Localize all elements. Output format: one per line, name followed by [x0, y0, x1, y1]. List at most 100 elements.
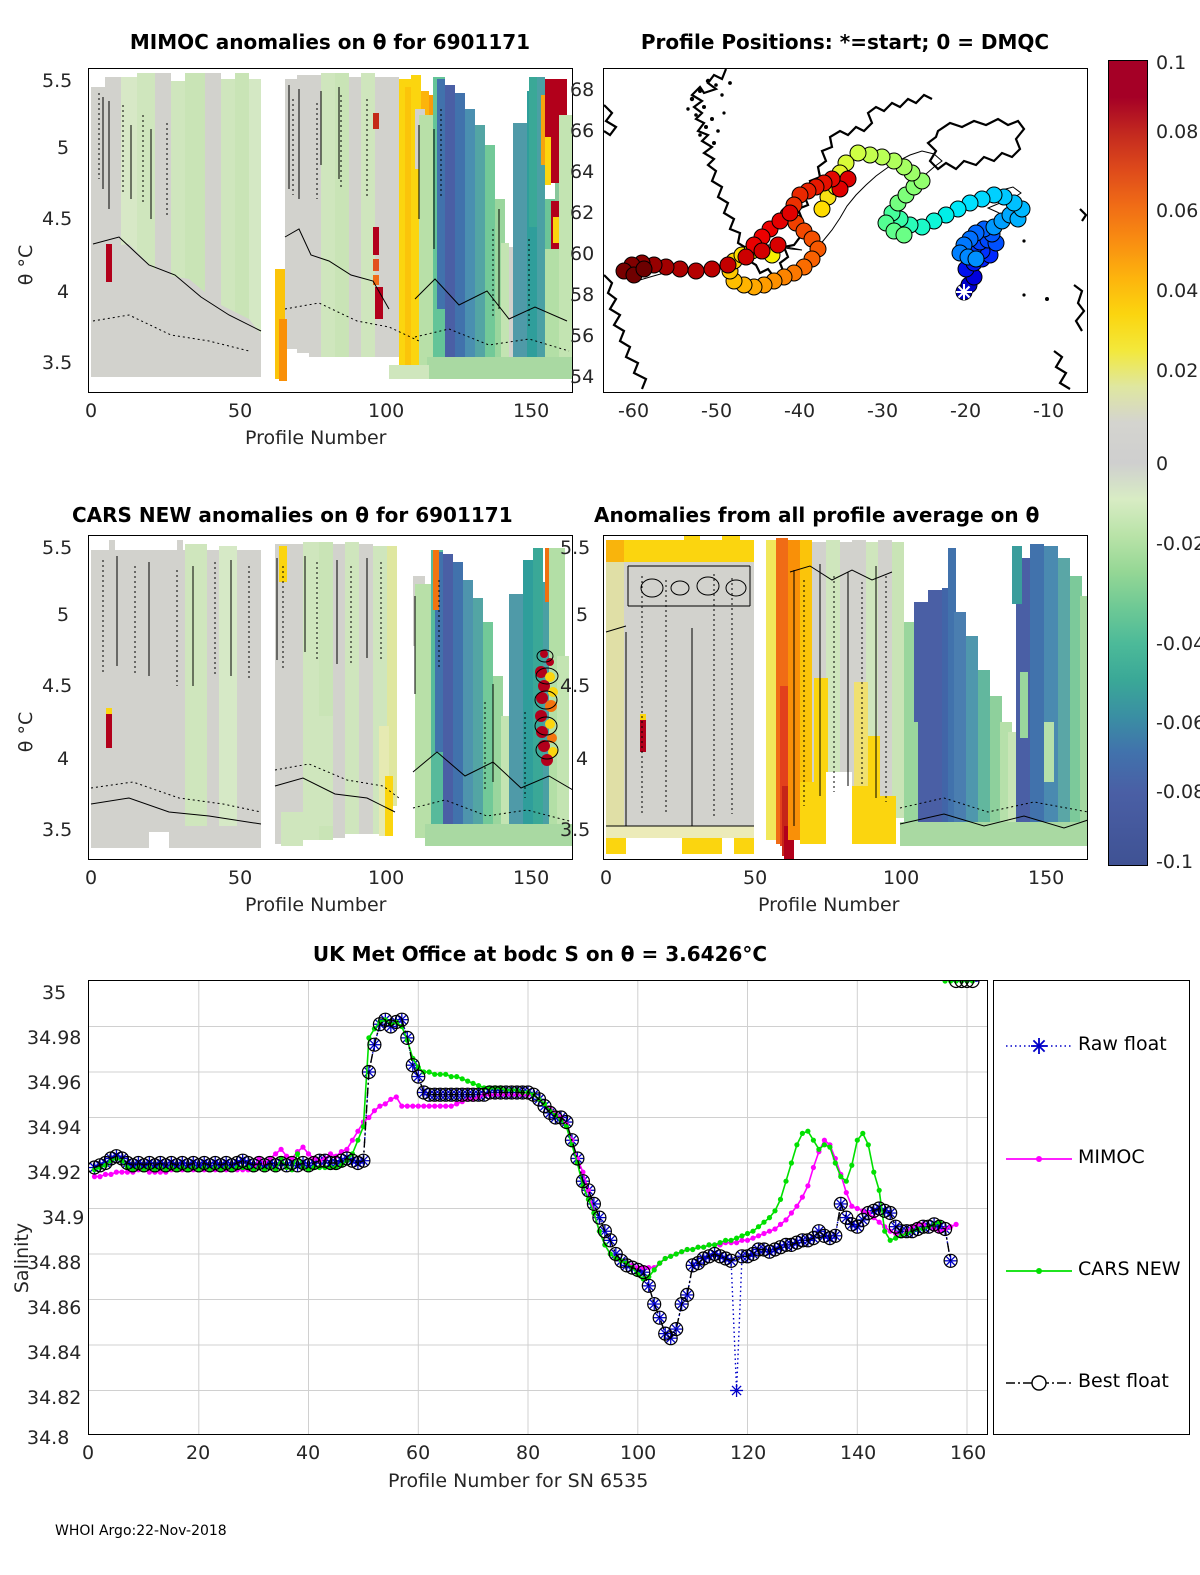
sal-ytick-34p88: 34.88: [27, 1252, 82, 1274]
cbar-tick--0p08: -0.08: [1156, 781, 1200, 803]
salinity-xlabel: Profile Number for SN 6535: [388, 1470, 649, 1492]
allprof-ytick-5p5: 5.5: [560, 537, 591, 559]
map-panel-title: Profile Positions: *=start; 0 = DMQC: [640, 30, 1050, 54]
map-ytick-66: 66: [570, 120, 595, 142]
map-ytick-58: 58: [570, 284, 595, 306]
cbar-tick--0p04: -0.04: [1156, 633, 1200, 655]
salinity-legend: [993, 980, 1190, 1435]
start-marker-asterisk: [956, 284, 972, 300]
cars-ytick-4p5: 4.5: [42, 675, 73, 697]
allprof-ytick-5: 5: [576, 604, 589, 626]
mimoc-ytick-4: 4: [57, 281, 70, 303]
map-canvas: [604, 69, 1087, 390]
colorbar-container: [1108, 60, 1148, 866]
mimoc-ylabel: θ °C: [15, 244, 37, 286]
allprof-xtick-100: 100: [883, 867, 920, 889]
cars-anomaly-plot: [88, 535, 573, 860]
sal-ytick-34p92: 34.92: [27, 1162, 82, 1184]
allprof-anomaly-field: [605, 536, 1087, 859]
sal-xtick-20: 20: [186, 1442, 211, 1464]
mimoc-xtick-150: 150: [513, 400, 550, 422]
sal-ytick-34p8: 34.8: [27, 1427, 70, 1449]
figure-footer: WHOI Argo:22-Nov-2018: [55, 1523, 227, 1539]
legend-label-raw-float: Raw float: [1078, 1033, 1167, 1055]
cars-panel-title: CARS NEW anomalies on θ for 6901171: [72, 503, 513, 527]
salinity-panel-title: UK Met Office at bodc S on θ = 3.6426°C: [312, 942, 768, 966]
mimoc-xtick-50: 50: [228, 400, 253, 422]
sal-ytick-34p96: 34.96: [27, 1072, 82, 1094]
legend-label-cars-new: CARS NEW: [1078, 1258, 1181, 1280]
allprof-panel-title: Anomalies from all profile average on θ: [594, 503, 1040, 527]
cars-ytick-5p5: 5.5: [42, 537, 73, 559]
mimoc-xtick-100: 100: [368, 400, 405, 422]
salinity-plot: [88, 980, 988, 1435]
cbar-tick-0p1: 0.1: [1156, 52, 1187, 74]
allprof-xtick-50: 50: [743, 867, 768, 889]
cbar-tick--0p02: -0.02: [1156, 533, 1200, 555]
cbar-tick-0p04: 0.04: [1156, 280, 1199, 302]
allprof-ytick-4: 4: [576, 748, 589, 770]
cars-xtick-0: 0: [85, 867, 98, 889]
map-ytick-56: 56: [570, 325, 595, 347]
iceland-coast: [926, 117, 1026, 171]
legend-symbols: [1006, 1038, 1072, 1391]
map-xtick--30: -30: [867, 400, 899, 422]
cbar-tick-0p08: 0.08: [1156, 121, 1199, 143]
sal-xtick-80: 80: [516, 1442, 541, 1464]
cars-ylabel: θ °C: [15, 711, 37, 753]
cars-anomaly-field: [90, 540, 572, 848]
greenland-speckle: [686, 78, 732, 145]
legend-symbol-cars-new: [1006, 1268, 1072, 1274]
sal-xtick-40: 40: [296, 1442, 321, 1464]
sal-xtick-120: 120: [730, 1442, 767, 1464]
sal-ytick-34p94: 34.94: [27, 1117, 82, 1139]
legend-label-best-float: Best float: [1078, 1370, 1169, 1392]
profile-markers: [615, 144, 1031, 301]
sal-xtick-140: 140: [840, 1442, 877, 1464]
allprof-xlabel: Profile Number: [758, 894, 900, 916]
sal-xtick-0: 0: [82, 1442, 95, 1464]
sal-xtick-160: 160: [950, 1442, 987, 1464]
uk-coast: [1079, 208, 1087, 222]
cbar-tick-0: 0: [1156, 453, 1169, 475]
mimoc-ytick-5: 5: [57, 137, 70, 159]
mimoc-ytick-4p5: 4.5: [42, 208, 73, 230]
sal-ytick-34p84: 34.84: [27, 1342, 82, 1364]
mimoc-anomaly-plot: [88, 68, 573, 393]
cars-xtick-150: 150: [513, 867, 550, 889]
legend-label-mimoc: MIMOC: [1078, 1146, 1145, 1168]
legend-symbol-mimoc: [1006, 1156, 1072, 1162]
map-ytick-54: 54: [570, 366, 595, 388]
map-ytick-60: 60: [570, 243, 595, 265]
profile-positions-map: [603, 68, 1088, 393]
red-outlier-cluster: [534, 649, 559, 766]
legend-symbol-raw-float: [1006, 1038, 1072, 1054]
series-mimoc: [91, 981, 976, 1271]
mimoc-xlabel: Profile Number: [245, 427, 387, 449]
sal-ytick-34p9: 34.9: [42, 1207, 85, 1229]
allprof-ytick-3p5: 3.5: [560, 819, 591, 841]
mimoc-ytick-3p5: 3.5: [42, 352, 73, 374]
sal-ytick-34p86: 34.86: [27, 1297, 82, 1319]
map-ytick-64: 64: [570, 161, 595, 183]
cbar-tick-0p06: 0.06: [1156, 200, 1199, 222]
mimoc-panel-title: MIMOC anomalies on θ for 6901171: [129, 30, 531, 54]
map-xtick--20: -20: [950, 400, 982, 422]
cars-xtick-100: 100: [368, 867, 405, 889]
allprof-xtick-0: 0: [600, 867, 613, 889]
sal-ytick-34p82: 34.82: [27, 1387, 82, 1409]
cbar-tick-0p02: 0.02: [1156, 360, 1199, 382]
map-xtick--60: -60: [618, 400, 650, 422]
allprof-anomaly-plot: [603, 535, 1088, 860]
sal-ytick-34p98: 34.98: [27, 1027, 82, 1049]
allprof-ytick-4p5: 4.5: [560, 675, 591, 697]
map-ytick-62: 62: [570, 202, 595, 224]
cbar-tick--0p06: -0.06: [1156, 712, 1200, 734]
map-ytick-68: 68: [570, 79, 595, 101]
sal-ytick-35: 35: [42, 982, 67, 1004]
sal-xtick-100: 100: [620, 1442, 657, 1464]
sal-xtick-60: 60: [406, 1442, 431, 1464]
map-xtick--40: -40: [784, 400, 816, 422]
map-xtick--10: -10: [1033, 400, 1065, 422]
cars-ytick-3p5: 3.5: [42, 819, 73, 841]
